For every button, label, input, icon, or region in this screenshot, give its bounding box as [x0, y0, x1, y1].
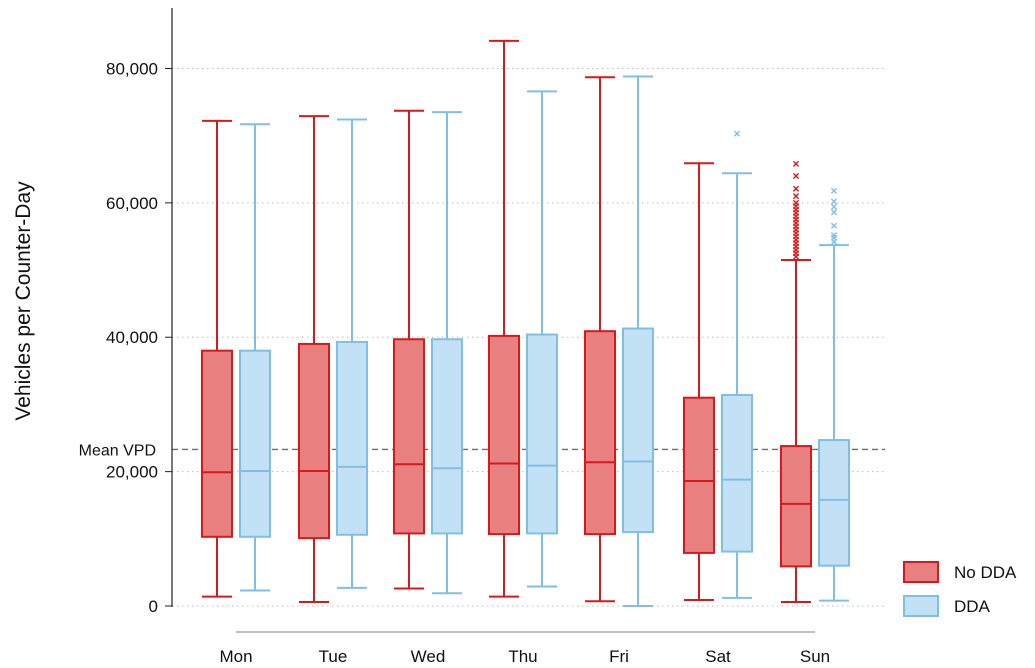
- outlier-stroke-b: [830, 209, 838, 216]
- iqr-box: [201, 349, 233, 538]
- x-tick-label-sat: Sat: [705, 647, 731, 666]
- box-no-dda-tue: [298, 115, 330, 603]
- legend-label: No DDA: [954, 563, 1017, 582]
- box-no-dda-mon: [201, 119, 233, 598]
- x-tick-label-thu: Thu: [508, 647, 537, 666]
- iqr-box: [239, 349, 271, 538]
- box-dda-tue: [336, 118, 368, 589]
- box-no-dda-sat: [683, 162, 715, 601]
- y-tick-label: 60,000: [106, 194, 158, 213]
- outlier-stroke-b: [830, 187, 838, 194]
- iqr-box: [526, 333, 558, 535]
- legend-item-no-dda: No DDA: [903, 561, 1017, 583]
- x-tick-label-fri: Fri: [609, 647, 629, 666]
- outlier-point: [792, 172, 800, 180]
- x-tick-label-mon: Mon: [219, 647, 252, 666]
- outlier-stroke-b: [792, 199, 800, 206]
- outlier-stroke-b: [792, 193, 800, 200]
- box-no-dda-thu: [488, 39, 520, 598]
- iqr-box: [622, 327, 654, 534]
- box-dda-mon: [239, 123, 271, 592]
- iqr-box: [721, 394, 753, 553]
- box-dda-wed: [431, 111, 463, 595]
- outlier-point: [830, 209, 838, 216]
- outlier-point: [792, 160, 800, 167]
- box-dda-thu: [526, 90, 558, 588]
- outlier-point: [830, 198, 838, 205]
- iqr-box: [780, 445, 812, 568]
- legend-label: DDA: [954, 597, 991, 616]
- boxes: [201, 39, 850, 607]
- x-tick-label-wed: Wed: [411, 647, 446, 666]
- outlier-point: [830, 203, 838, 210]
- y-tick-label: 0: [149, 597, 158, 616]
- outlier-point: [733, 130, 741, 137]
- outlier-point: [792, 199, 800, 206]
- box-no-dda-wed: [393, 109, 425, 590]
- y-tick-label: 80,000: [106, 59, 158, 78]
- iqr-box: [431, 338, 463, 535]
- outlier-point: [792, 193, 800, 200]
- outlier-point: [830, 187, 838, 194]
- box-no-dda-fri: [584, 76, 616, 603]
- legend-swatch: [903, 561, 939, 583]
- outlier-stroke-b: [830, 232, 838, 239]
- box-no-dda-sun: [780, 160, 812, 603]
- outlier-point: [830, 222, 838, 229]
- box-dda-sat: [721, 130, 753, 599]
- y-tick-label: 40,000: [106, 328, 158, 347]
- legend: No DDA DDA: [903, 561, 1017, 617]
- iqr-box: [336, 340, 368, 536]
- x-tick-label-tue: Tue: [319, 647, 348, 666]
- iqr-box: [683, 396, 715, 554]
- legend-item-dda: DDA: [903, 595, 991, 617]
- outlier-stroke-b: [830, 198, 838, 205]
- iqr-box: [393, 338, 425, 535]
- iqr-box: [818, 439, 850, 567]
- outlier-stroke-b: [733, 130, 741, 137]
- box-dda-fri: [622, 75, 654, 607]
- iqr-box: [488, 334, 520, 536]
- mean-reference-line-group: Mean VPD: [79, 442, 885, 459]
- iqr-box: [298, 342, 330, 540]
- outlier-stroke-b: [830, 203, 838, 210]
- legend-swatch: [903, 595, 939, 617]
- axes: 0 20,000 40,000 60,000 80,000 Vehicles per Co…: [12, 8, 830, 666]
- outlier-point: [792, 185, 800, 192]
- outlier-point: [830, 232, 838, 239]
- outlier-stroke-b: [830, 222, 838, 229]
- outlier-stroke-b: [792, 185, 800, 192]
- mean-reference-label: Mean VPD: [79, 442, 156, 459]
- y-axis-title: Vehicles per Counter-Day: [12, 181, 35, 421]
- outlier-stroke-b: [792, 160, 800, 167]
- x-tick-label-sun: Sun: [800, 647, 830, 666]
- outlier-stroke-b: [792, 172, 800, 180]
- iqr-box: [584, 330, 616, 536]
- y-tick-label: 20,000: [106, 463, 158, 482]
- box-dda-sun: [818, 187, 850, 602]
